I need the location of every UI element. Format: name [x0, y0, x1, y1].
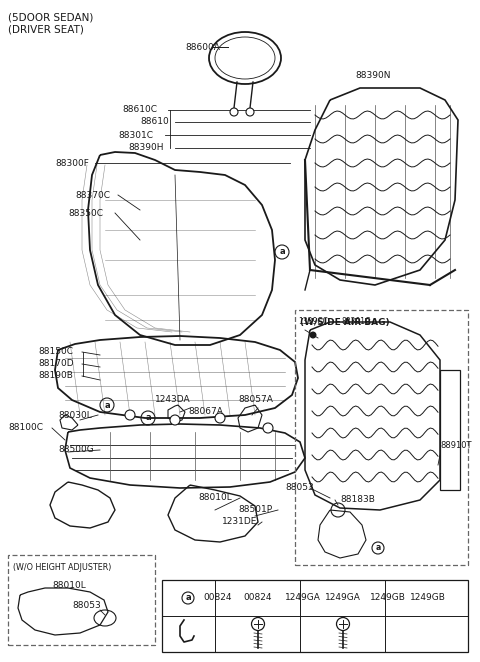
- Text: 00824: 00824: [204, 594, 232, 602]
- Text: (W/SIDE AIR BAG): (W/SIDE AIR BAG): [300, 318, 390, 326]
- Text: 88610: 88610: [140, 117, 169, 126]
- Text: 1231DE: 1231DE: [222, 518, 257, 526]
- Text: a: a: [185, 594, 191, 602]
- Text: a: a: [145, 414, 151, 422]
- Text: 1339CC: 1339CC: [298, 318, 328, 326]
- Text: 88067A: 88067A: [188, 408, 223, 416]
- Text: 88300F: 88300F: [55, 158, 89, 167]
- Text: 88053: 88053: [72, 600, 101, 610]
- Text: 00824: 00824: [244, 594, 272, 602]
- Text: 88910T: 88910T: [440, 440, 471, 449]
- Text: 1249GA: 1249GA: [285, 594, 321, 602]
- Text: 88053: 88053: [285, 483, 314, 493]
- Text: 88390N: 88390N: [355, 70, 391, 79]
- Text: 88030L: 88030L: [58, 410, 92, 420]
- Text: 88100C: 88100C: [8, 424, 43, 432]
- Text: 88301C: 88301C: [342, 318, 371, 326]
- Text: 88301C: 88301C: [118, 130, 153, 140]
- Text: a: a: [375, 544, 381, 553]
- Circle shape: [230, 108, 238, 116]
- Text: a: a: [279, 248, 285, 256]
- Text: 88190B: 88190B: [38, 371, 73, 381]
- Text: 88500G: 88500G: [58, 446, 94, 455]
- Text: (DRIVER SEAT): (DRIVER SEAT): [8, 25, 84, 35]
- Text: 88610C: 88610C: [122, 105, 157, 115]
- Text: 88390H: 88390H: [128, 144, 164, 152]
- Text: 88010L: 88010L: [198, 493, 232, 502]
- Circle shape: [246, 108, 254, 116]
- Text: 88350C: 88350C: [68, 209, 103, 218]
- Text: 88370C: 88370C: [75, 191, 110, 199]
- Text: 1249GB: 1249GB: [370, 594, 406, 602]
- Text: 88501P: 88501P: [238, 506, 272, 514]
- Text: 88170D: 88170D: [38, 359, 73, 369]
- Text: a: a: [104, 401, 110, 410]
- Text: 88183B: 88183B: [340, 495, 375, 504]
- Circle shape: [263, 423, 273, 433]
- Text: 88057A: 88057A: [238, 395, 273, 404]
- Text: 1243DA: 1243DA: [155, 395, 191, 404]
- Circle shape: [170, 415, 180, 425]
- Circle shape: [310, 332, 316, 338]
- Circle shape: [125, 410, 135, 420]
- Text: 88150C: 88150C: [38, 348, 73, 357]
- Circle shape: [215, 413, 225, 423]
- Text: 1249GB: 1249GB: [410, 594, 446, 602]
- Text: 1249GA: 1249GA: [325, 594, 361, 602]
- Text: 88010L: 88010L: [52, 581, 86, 589]
- Text: (W/O HEIGHT ADJUSTER): (W/O HEIGHT ADJUSTER): [13, 563, 111, 571]
- Text: (5DOOR SEDAN): (5DOOR SEDAN): [8, 13, 94, 23]
- Text: 88600A: 88600A: [185, 42, 220, 52]
